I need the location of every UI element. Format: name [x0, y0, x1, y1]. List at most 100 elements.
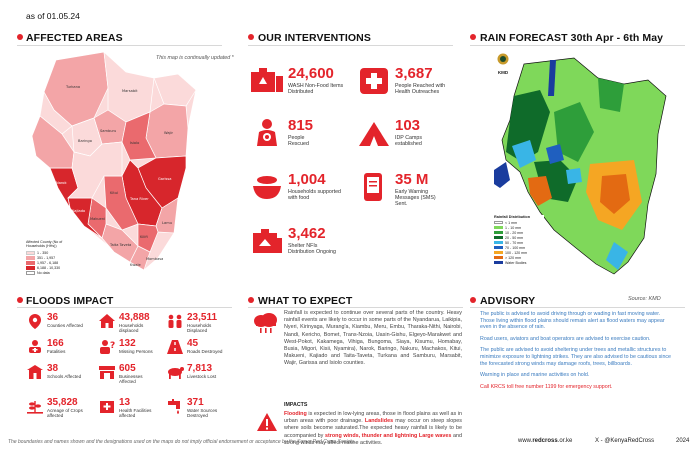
flood-impact-value: 132 — [119, 338, 136, 349]
flood-impact-label: Households Displaced — [187, 323, 212, 334]
county-west-pokot — [39, 90, 73, 135]
legend-item: 1 - 10 mm — [494, 225, 544, 230]
wash-box-icon — [251, 68, 283, 92]
hotline-number[interactable]: 1199 — [545, 383, 557, 390]
flood-impact-item: ? 132 Missing Persons — [98, 339, 157, 355]
county-label: Kwale — [130, 263, 141, 267]
flood-impact-value: 7,813 — [187, 363, 213, 374]
flood-impact-value: 45 — [187, 338, 199, 349]
flood-impact-item: 605 Businesses Affected — [98, 364, 157, 384]
flood-impact-value: 35,828 — [47, 397, 78, 408]
impact-winds: strong winds, thunder and lightning Larg… — [324, 432, 452, 439]
divider — [17, 307, 232, 308]
legend-item: 10 - 20 mm — [494, 230, 544, 235]
intervention-value: 815 — [288, 117, 314, 134]
county-marsabit — [103, 51, 155, 123]
county-lamu — [155, 197, 179, 234]
forecast-legend-title: Rainfall Distribution — [494, 215, 531, 219]
divider — [470, 307, 685, 308]
county-label: Samburu — [100, 129, 116, 133]
legend-swatch — [494, 220, 503, 225]
family-icon — [168, 314, 182, 328]
flood-impact-value: 605 — [119, 363, 136, 374]
intervention-rescue: 815 People Rescued — [250, 118, 350, 148]
health-cross-icon — [360, 68, 388, 94]
county-label: Tana River — [129, 197, 149, 201]
fatality-icon — [29, 340, 41, 353]
floods-impact-title: FLOODS IMPACT — [26, 295, 114, 307]
food-bowl-icon — [253, 176, 281, 199]
shop-icon — [99, 366, 115, 379]
intervention-value: 103 — [395, 117, 421, 134]
map-update-note: This map is continually updated * — [156, 55, 234, 61]
flood-impact-label: Missing Persons — [119, 349, 153, 354]
intervention-label: People Rescued — [288, 135, 309, 148]
hospital-icon — [100, 401, 114, 413]
legend-swatch — [494, 235, 503, 240]
divider — [17, 45, 222, 46]
advisory-paragraph: Warning in place and marine activities o… — [480, 372, 590, 379]
county-label: Lamu — [162, 221, 172, 225]
sms-phone-icon — [364, 173, 382, 201]
section-dot — [470, 34, 476, 40]
flood-impact-item: 23,511 Households Displaced — [166, 313, 225, 333]
report-date: as of 01.05.24 — [26, 11, 80, 21]
shelter-kit-icon — [253, 229, 282, 253]
flood-impact-label: Households displaced — [119, 323, 144, 334]
legend-item: > 120 mm — [494, 255, 544, 260]
flood-impact-value: 13 — [119, 397, 131, 408]
affected-legend: Affected County (No of Households (HHs))… — [26, 240, 84, 276]
intervention-value: 3,462 — [288, 225, 326, 242]
svg-text:?: ? — [110, 341, 115, 351]
flood-impact-label: Health Facilities affected — [119, 408, 152, 419]
section-dot — [248, 297, 254, 303]
legend-item: 6,188 - 10,330 — [26, 266, 84, 271]
advisory-title: ADVISORY — [480, 295, 536, 307]
county-label: Mombasa — [146, 257, 163, 261]
flood-impact-item: 13 Health Facilities affected — [98, 398, 157, 418]
flood-impact-label: Businesses Affected — [119, 374, 143, 385]
hotline-text: Call KRCS toll free number 1199 for emer… — [480, 383, 613, 390]
legend-swatch — [26, 256, 35, 261]
legend-swatch — [494, 225, 503, 230]
flood-impact-item: 7,813 Livestock Lost — [166, 364, 225, 380]
footer-website[interactable]: www.redcross.or.ke — [518, 438, 573, 444]
county-central-block — [67, 141, 123, 199]
missing-person-icon: ? — [100, 340, 115, 354]
section-dot — [248, 34, 254, 40]
legend-swatch — [494, 230, 503, 235]
rain-cloud-icon — [254, 313, 277, 333]
interventions-title: OUR INTERVENTIONS — [258, 32, 371, 44]
section-dot — [17, 297, 23, 303]
rainfall-forecast-map — [494, 57, 667, 275]
footer-social[interactable]: X - @KenyaRedCross — [595, 438, 655, 444]
water-body-lake-victoria — [494, 162, 510, 188]
crops-icon — [27, 401, 43, 414]
flood-impact-value: 36 — [47, 312, 59, 323]
legend-swatch — [494, 240, 503, 245]
county-label: Taita Taveta — [109, 243, 131, 247]
legend-item: 1,957 - 6,188 — [26, 261, 84, 266]
legend-swatch — [494, 255, 503, 260]
flood-impact-label: Counties Affected — [47, 323, 83, 328]
water-body-lake-turkana — [548, 60, 556, 96]
legend-item: 351 - 1,957 — [26, 256, 84, 261]
footer-disclaimer: The boundaries and names shown and the d… — [8, 439, 356, 445]
county-kilifi — [137, 223, 159, 253]
advisory-paragraph: The public are advised to avoid shelteri… — [480, 347, 671, 367]
intervention-value: 35 M — [395, 171, 429, 188]
intervention-shelter: 3,462 Shelter NFIs Distribution Ongoing — [250, 226, 350, 256]
intervention-food: 1,004 Households supported with food — [250, 172, 350, 202]
kmd-logo: KMD — [494, 52, 512, 75]
county-label: Garissa — [158, 177, 171, 181]
advisory-paragraph: The public is advised to avoid driving t… — [480, 311, 665, 331]
water-tap-icon — [168, 399, 180, 414]
flood-impact-item: 36 Counties Affected — [26, 313, 85, 329]
county-label: Isiolo — [130, 141, 139, 145]
county-label: Kajiado — [72, 209, 85, 213]
legend-item: No data — [26, 271, 84, 276]
tent-icon — [359, 122, 389, 146]
divider — [470, 45, 685, 46]
flood-impact-item: 35,828 Acreage of Crops affected — [26, 398, 85, 418]
legend-swatch — [494, 250, 503, 255]
